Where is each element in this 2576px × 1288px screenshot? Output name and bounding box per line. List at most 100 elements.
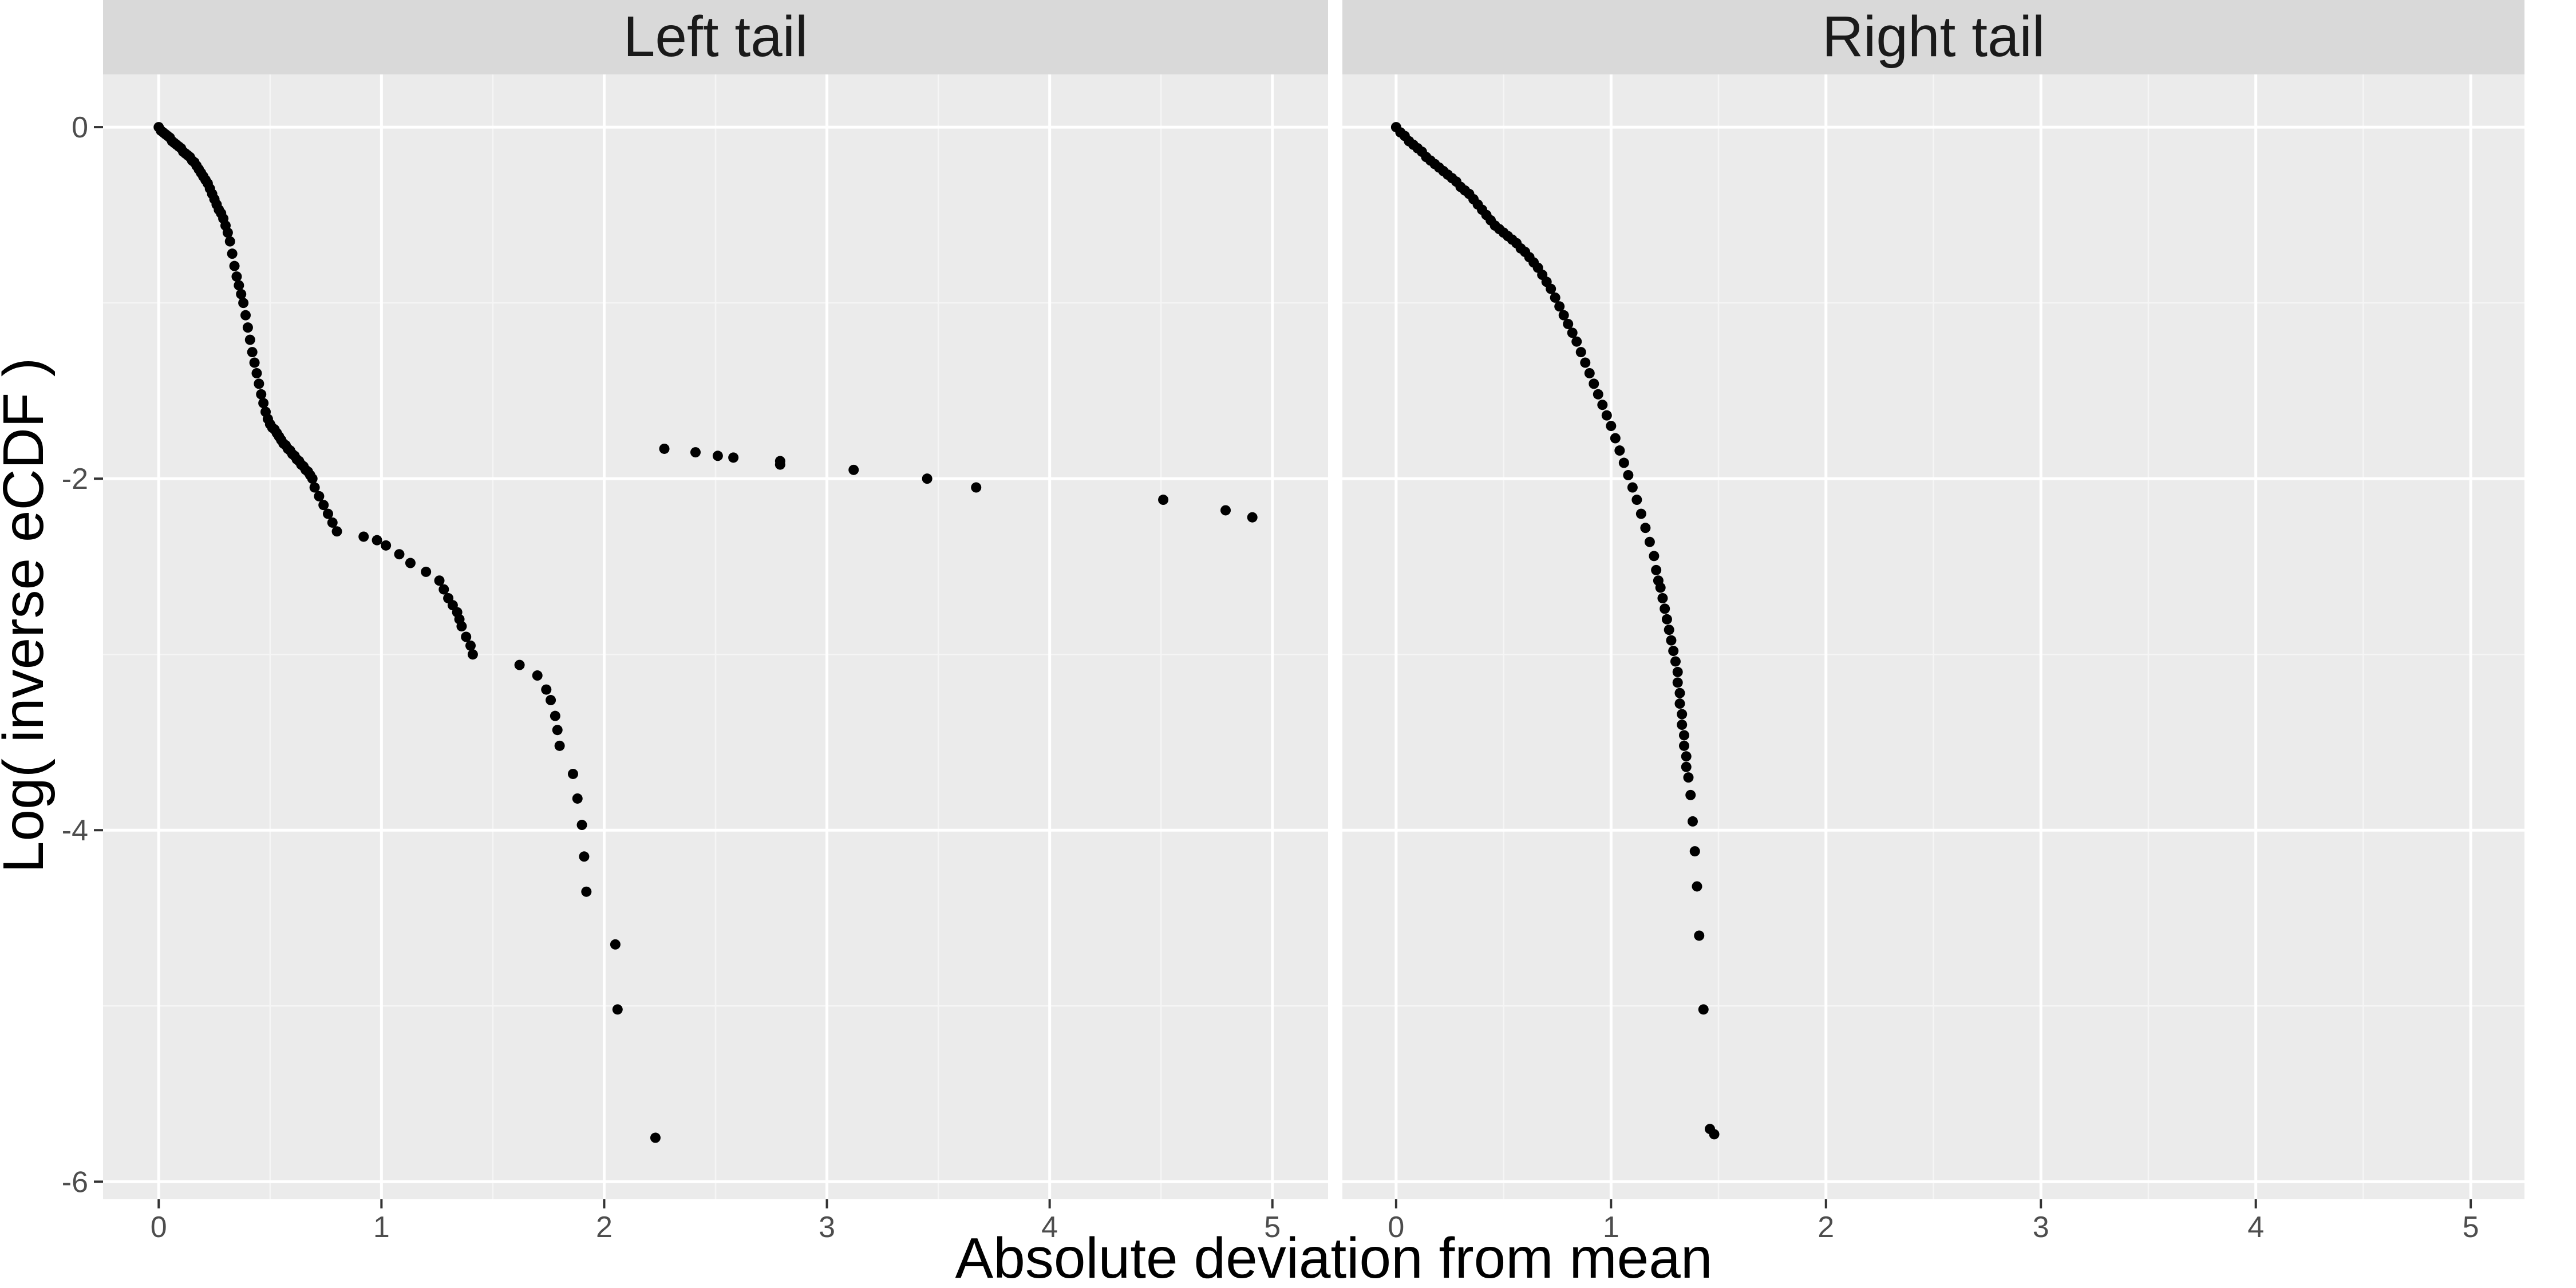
data-point [236, 289, 247, 299]
data-point [581, 886, 592, 897]
data-point [1593, 389, 1603, 400]
data-point [1644, 536, 1655, 547]
data-point [467, 649, 478, 660]
data-point [256, 389, 267, 400]
data-point [1683, 772, 1694, 783]
x-tick-label: 0 [151, 1211, 167, 1244]
data-point [251, 368, 262, 378]
x-axis-title: Absolute deviation from mean [955, 1226, 1713, 1288]
facet-title: Left tail [623, 5, 808, 69]
data-point [1631, 495, 1642, 505]
data-point [554, 740, 565, 751]
data-point [1655, 582, 1666, 593]
data-point [240, 310, 251, 321]
data-point [1672, 666, 1683, 677]
y-tick-label: 0 [72, 111, 88, 144]
data-point [659, 443, 670, 454]
data-point [541, 684, 552, 695]
data-point [434, 575, 445, 586]
data-point [1618, 457, 1629, 468]
facet-strip [103, 0, 1328, 74]
chart-panels: Left tail 0 1 2 3 4 5 0 -2 -4 -6 Right tail 0 1 2 3 4 5 [62, 0, 2524, 1244]
data-point [1580, 357, 1591, 368]
data-point [922, 473, 933, 484]
x-tick-label: 3 [2033, 1211, 2049, 1244]
data-point [572, 793, 583, 804]
data-point [224, 236, 235, 247]
facet-panel: Right tail 0 1 2 3 4 5 [1342, 0, 2524, 1244]
y-tick-label: -2 [62, 463, 88, 496]
data-point [229, 260, 240, 271]
data-point [1567, 327, 1578, 338]
x-tick-label: 4 [1041, 1211, 1058, 1244]
data-point [1563, 318, 1574, 329]
x-tick-label: 4 [2247, 1211, 2264, 1244]
data-point [650, 1132, 661, 1143]
data-point [254, 378, 264, 389]
data-point [227, 248, 238, 259]
data-point [775, 459, 785, 470]
data-point [1698, 1004, 1709, 1015]
data-point [610, 939, 621, 950]
data-point [728, 452, 739, 463]
data-point [1661, 614, 1672, 625]
facet-panel: Left tail 0 1 2 3 4 5 0 -2 -4 -6 [62, 0, 1328, 1244]
data-point [579, 851, 590, 862]
data-point [1601, 410, 1612, 421]
data-point [1584, 368, 1595, 378]
data-point [1674, 698, 1685, 709]
data-point [1681, 761, 1692, 772]
y-tick-label: -6 [62, 1165, 88, 1199]
data-point [405, 558, 416, 568]
data-point [322, 508, 333, 519]
data-point [612, 1004, 623, 1015]
x-tick-label: 5 [2463, 1211, 2479, 1244]
data-point [971, 482, 982, 493]
data-point [1220, 505, 1231, 516]
data-point [242, 322, 253, 333]
data-point [1685, 789, 1696, 800]
data-point [1571, 336, 1582, 347]
data-point [358, 531, 369, 542]
data-point [1575, 347, 1586, 358]
data-point [238, 298, 249, 309]
data-point [438, 584, 449, 595]
data-point [307, 473, 318, 484]
data-point [394, 549, 405, 560]
data-point [1674, 688, 1685, 698]
x-tick-label: 1 [1603, 1211, 1619, 1244]
data-point [1550, 292, 1560, 303]
data-point [712, 451, 723, 461]
data-point [318, 500, 329, 511]
data-point [1651, 564, 1662, 575]
data-point [1649, 551, 1660, 562]
data-point [1664, 625, 1674, 635]
data-point [1670, 656, 1681, 667]
data-point [461, 631, 472, 642]
facet-title: Right tail [1822, 5, 2045, 69]
data-point [848, 464, 859, 475]
data-point [381, 540, 392, 551]
facet-strip [1342, 0, 2524, 74]
data-point [331, 526, 342, 537]
data-point [222, 227, 233, 238]
data-point [465, 640, 476, 651]
x-tick-label: 2 [1818, 1211, 1834, 1244]
data-point [1689, 846, 1700, 857]
data-point [532, 670, 543, 681]
data-point [1666, 635, 1677, 646]
data-point [1672, 677, 1683, 688]
data-point [1694, 930, 1705, 941]
data-point [1627, 482, 1638, 493]
data-point [1640, 523, 1651, 534]
data-point [1678, 740, 1689, 751]
x-tick-label: 0 [1388, 1211, 1404, 1244]
data-point [1558, 310, 1569, 321]
data-point [327, 517, 338, 528]
x-tick-label: 2 [596, 1211, 613, 1244]
data-point [1614, 445, 1625, 456]
x-tick-label: 1 [373, 1211, 390, 1244]
data-point [1678, 730, 1689, 741]
data-point [514, 659, 525, 670]
